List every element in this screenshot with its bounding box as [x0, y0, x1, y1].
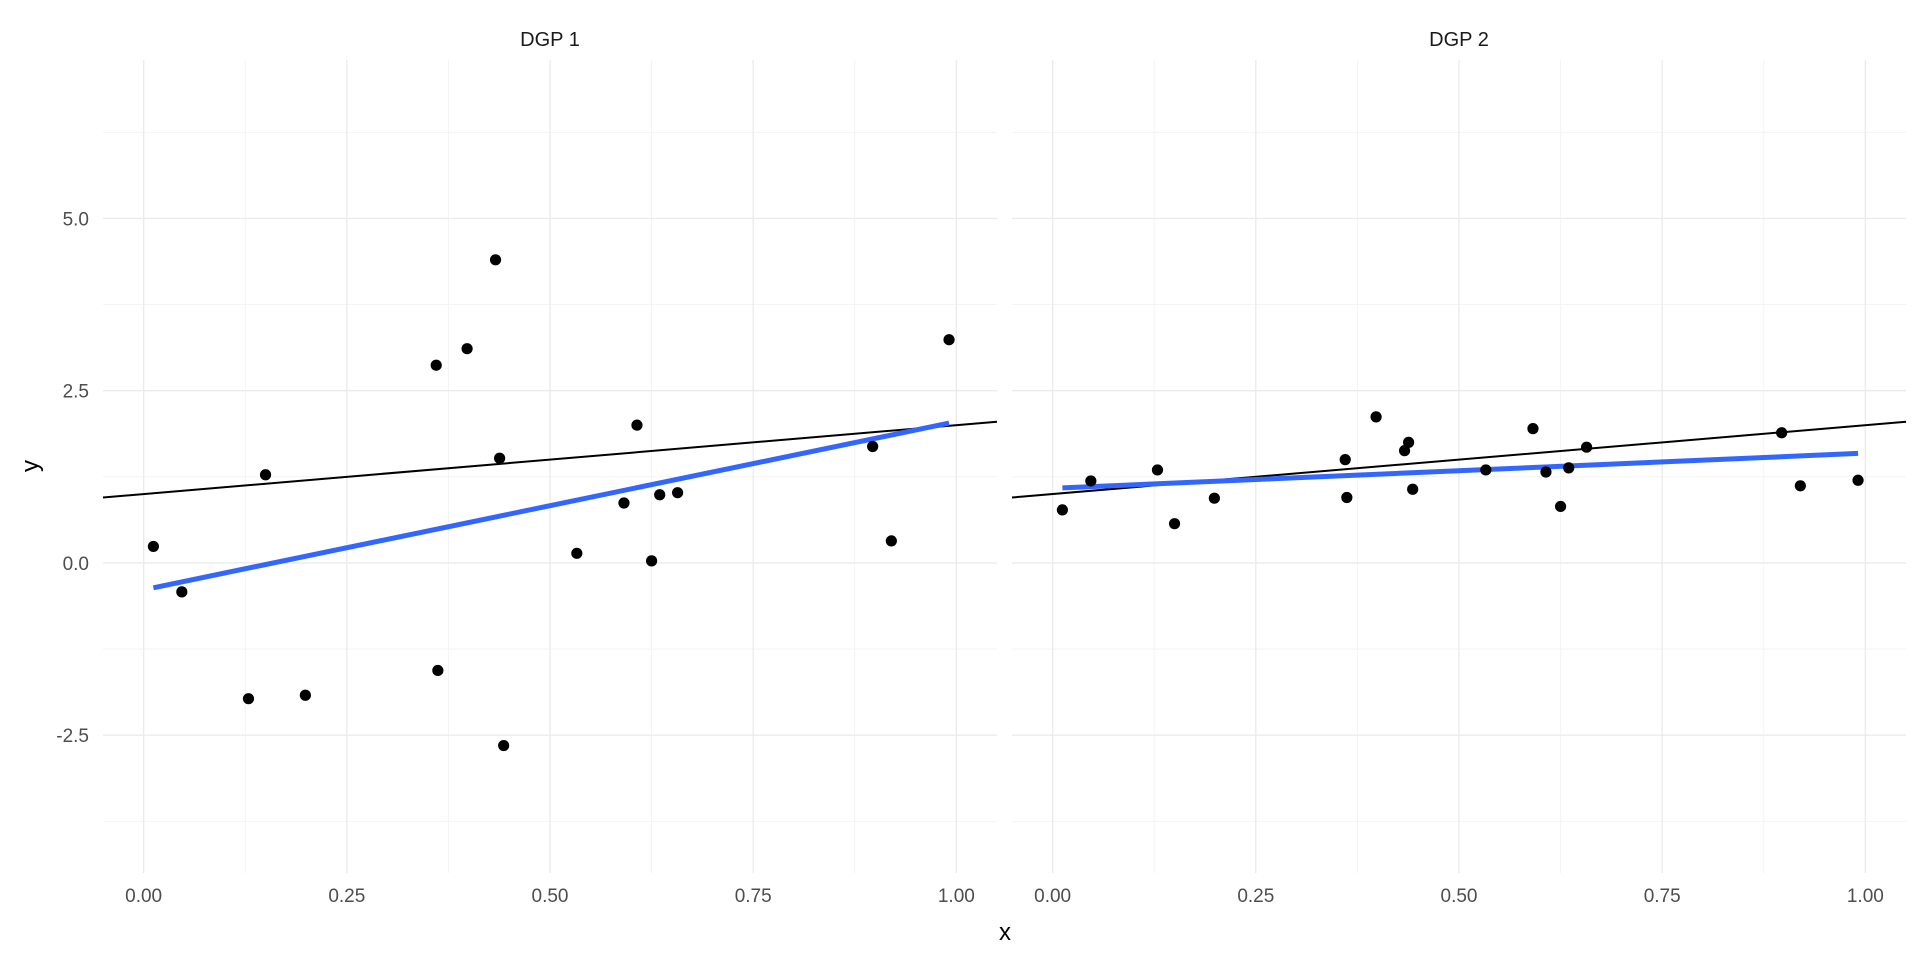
- y-axis-title: y: [17, 460, 44, 472]
- data-point: [885, 535, 897, 547]
- data-point: [943, 334, 955, 346]
- data-point: [645, 555, 658, 567]
- data-point: [299, 689, 311, 701]
- x-tick-label: 0.75: [1644, 886, 1681, 907]
- x-tick-label: 1.00: [1847, 886, 1884, 907]
- data-point: [1794, 480, 1806, 492]
- data-point: [1776, 427, 1788, 439]
- data-point: [1527, 423, 1539, 435]
- data-point: [571, 547, 583, 559]
- data-point: [1554, 500, 1567, 513]
- data-point: [489, 254, 502, 266]
- data-point: [494, 452, 506, 464]
- data-point: [1852, 474, 1864, 486]
- y-tick-label: -2.5: [56, 726, 89, 747]
- x-tick-label: 0.25: [1237, 886, 1274, 907]
- data-point: [242, 693, 255, 705]
- fitted-regression-line: [1062, 450, 1859, 491]
- data-point: [1085, 475, 1097, 487]
- data-point: [618, 497, 630, 509]
- data-point: [1407, 483, 1419, 495]
- data-point: [1168, 518, 1181, 530]
- y-tick-label: 0.0: [63, 554, 89, 575]
- data-point: [1339, 454, 1351, 466]
- data-point: [498, 739, 510, 752]
- panel-title: DGP 1: [520, 29, 580, 51]
- fitted-regression-line: [152, 420, 950, 591]
- data-point: [147, 540, 159, 553]
- data-point: [430, 359, 442, 371]
- data-point: [176, 586, 188, 598]
- x-axis-title: x: [999, 919, 1011, 946]
- true-relationship-line: [102, 420, 998, 499]
- data-point: [654, 489, 666, 501]
- data-point: [1151, 464, 1164, 476]
- data-point: [1403, 436, 1415, 448]
- panel-title: DGP 2: [1429, 29, 1489, 51]
- data-point: [432, 664, 444, 677]
- data-point: [1540, 466, 1552, 478]
- data-point: [259, 469, 272, 481]
- x-tick-label: 0.50: [532, 886, 569, 907]
- x-tick-label: 0.75: [735, 886, 772, 907]
- data-point: [867, 440, 879, 453]
- data-point: [1480, 464, 1492, 476]
- x-tick-label: 0.50: [1441, 886, 1478, 907]
- data-point: [1341, 491, 1353, 504]
- data-point: [1398, 445, 1411, 457]
- x-tick-label: 0.25: [328, 886, 365, 907]
- data-point: [671, 487, 684, 499]
- data-point: [461, 343, 473, 355]
- data-point: [1563, 462, 1575, 474]
- y-tick-label: 2.5: [63, 382, 89, 403]
- data-point: [631, 419, 643, 431]
- x-tick-label: 0.00: [125, 886, 162, 907]
- x-tick-label: 1.00: [938, 886, 975, 907]
- y-tick-label: 5.0: [63, 209, 89, 230]
- data-point: [1056, 504, 1068, 516]
- x-tick-label: 0.00: [1034, 886, 1071, 907]
- data-point: [1208, 492, 1220, 504]
- data-point: [1370, 411, 1382, 423]
- data-point: [1580, 441, 1593, 453]
